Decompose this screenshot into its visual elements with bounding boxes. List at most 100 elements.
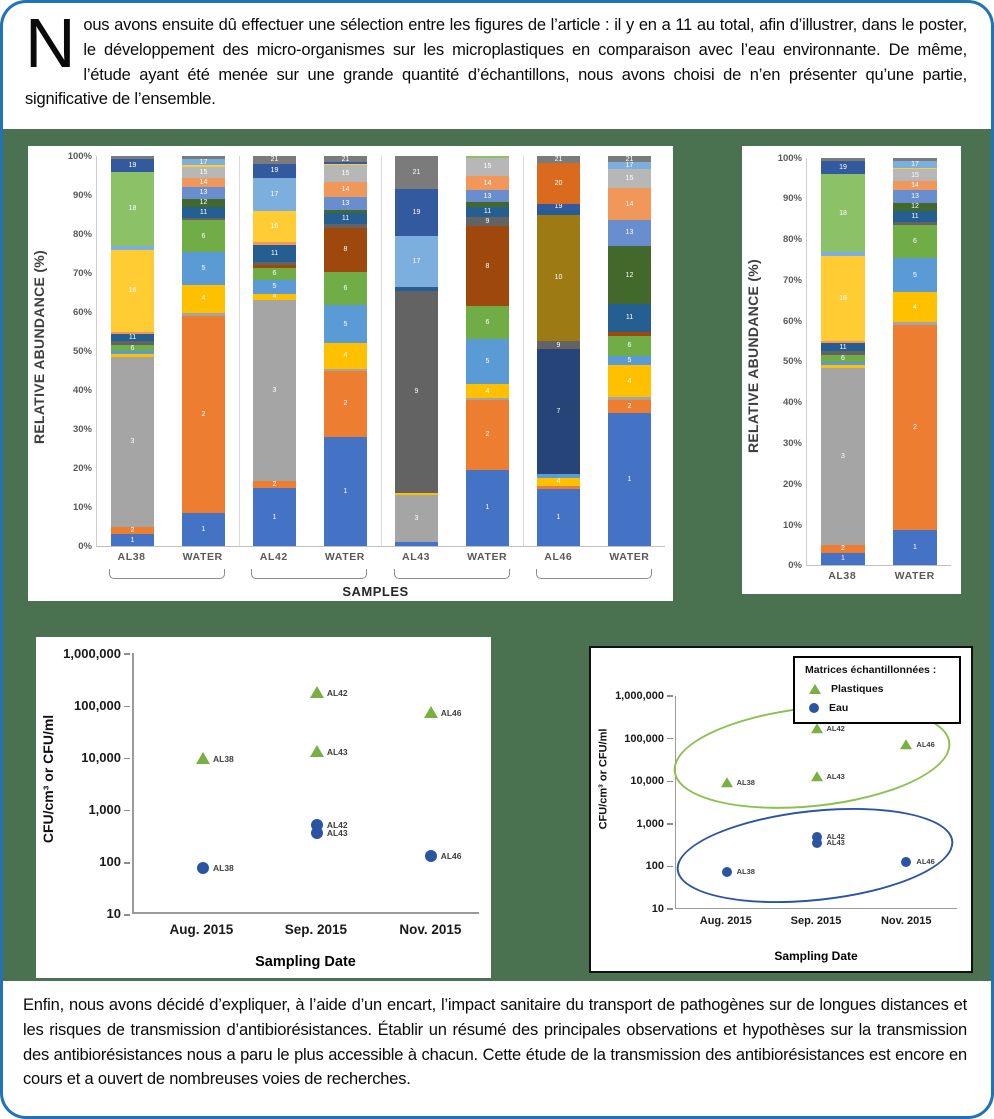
bar-segment-4 [395, 493, 438, 496]
bar-slot-water: 1 2 4 5 6 8 9 11 13 14 15 [452, 156, 523, 546]
segment-value-label: 19 [412, 209, 421, 217]
segment-value-label: 6 [841, 355, 845, 362]
segment-value-label: 2 [627, 403, 632, 411]
stacked-bar-al38: 1 2 3 6 11 16 18 19 [821, 158, 865, 565]
bar-segment-12: 12 [893, 202, 937, 211]
y-axis: 1,000,000 100,000 10,000 1,000 100 10 [609, 690, 673, 915]
bar-segment-11: 11 [253, 244, 296, 262]
bar-segment-6: 6 [821, 355, 865, 362]
triangle-marker [900, 739, 913, 750]
segment-value-label: 1 [913, 544, 917, 552]
bar-segment-4: 4 [537, 477, 580, 486]
point-label: AL43 [826, 771, 845, 781]
bar-segment-19: 19 [253, 163, 296, 178]
segment-value-label: 15 [199, 168, 208, 176]
segment-value-label: 5 [913, 271, 917, 279]
segment-value-label: 3 [130, 438, 135, 446]
bar-slot-al46: 1 4 7 9 10 19 20 21 [523, 156, 594, 546]
segment-value-label: 16 [128, 287, 137, 295]
intro-text: ous avons ensuite dû effectuer une sélec… [25, 16, 967, 109]
bar-segment-5: 5 [466, 339, 509, 385]
bar-segment-17: 17 [395, 236, 438, 287]
bar-segment-9: 9 [537, 341, 580, 350]
scatter-plot-area: AL38 AL42 AL43 AL46 AL38 AL42 AL43 AL46 [132, 653, 479, 914]
bar-segment-9 [182, 217, 225, 221]
bar-segment-11 [537, 209, 580, 215]
bar-segment-3 [893, 322, 937, 325]
segment-value-label: 11 [270, 249, 279, 257]
segment-value-label: 18 [128, 205, 137, 213]
bar-segment-16 [324, 163, 367, 166]
point-label: AL42 [826, 832, 845, 842]
point-label: AL38 [213, 863, 234, 874]
point-label: AL42 [826, 723, 845, 733]
bar-segment-11: 11 [324, 213, 367, 224]
bar-segment-3: 3 [111, 356, 154, 527]
bar-segment-9 [893, 222, 937, 226]
bar-slot-al38: 1 2 3 6 11 16 18 19 [807, 158, 879, 565]
stacked-bar-plot-area: 1 2 3 6 11 16 18 19 1 2 4 5 6 11 12 13 14 15 17 1 2 3 4 5 6 11 16 1… [96, 156, 665, 547]
x-category-label: AL46 [544, 551, 573, 563]
segment-value-label: 3 [841, 452, 845, 460]
outro-text-band: Enfin, nous avons décidé d’expliquer, à … [3, 981, 991, 1116]
bar-segment-1: 1 [893, 530, 937, 565]
segment-value-label: 21 [341, 156, 350, 162]
stacked-bar-water: 1 2 4 5 6 11 12 13 14 15 17 21 [608, 156, 651, 546]
bar-segment-19 [324, 161, 367, 164]
point-label: AL46 [916, 857, 935, 867]
segment-value-label: 1 [272, 513, 277, 521]
bar-segment-5 [111, 351, 154, 355]
bar-slot-water: 1 2 4 5 6 11 12 13 14 15 17 [168, 156, 239, 546]
bar-segment-11: 11 [608, 304, 651, 332]
segment-value-label: 6 [913, 237, 917, 245]
bar-segment-14: 14 [466, 175, 509, 191]
bar-segment-3 [466, 397, 509, 400]
plastiques-triangle-icon [809, 684, 821, 694]
segment-value-label: 10 [554, 274, 563, 282]
bar-slot-water: 1 2 4 5 6 11 12 13 14 15 17 [879, 158, 951, 565]
bar-slot-water: 1 2 4 5 6 8 11 13 14 15 21 [310, 156, 381, 546]
bar-segment-21: 21 [253, 156, 296, 164]
bar-segment-11: 11 [893, 210, 937, 223]
bar-slot-water: 1 2 4 5 6 11 12 13 14 15 17 21 [594, 156, 665, 546]
bar-segment-15: 15 [608, 168, 651, 189]
x-tick-labels: Aug. 2015 Sep. 2015 Nov. 2015 [132, 922, 479, 940]
segment-value-label: 8 [343, 246, 348, 254]
bar-segment-2: 2 [466, 399, 509, 470]
segment-value-label: 11 [911, 213, 919, 221]
bar-segment-4 [111, 354, 154, 357]
x-category-label: WATER [182, 551, 223, 563]
bar-segment-5: 5 [324, 305, 367, 344]
bar-segment-3 [324, 368, 367, 371]
segment-value-label: 11 [341, 215, 350, 223]
segment-value-label: 14 [199, 178, 208, 186]
x-tick-label: Nov. 2015 [399, 922, 462, 937]
bar-segment-17 [111, 245, 154, 250]
y-axis-title: RELATIVE ABUNDANCE (%) [31, 249, 48, 444]
bar-segment-5 [537, 473, 580, 478]
segment-value-label: 13 [625, 229, 634, 237]
segment-value-label: 4 [343, 352, 348, 360]
bar-segment-17: 17 [893, 161, 937, 168]
bar-segment-19: 19 [537, 204, 580, 210]
bar-segment-8: 8 [466, 226, 509, 307]
bar-segment-14 [821, 341, 865, 344]
bar-segment-21: 21 [395, 156, 438, 190]
segment-value-label: 11 [625, 314, 634, 322]
segment-value-label: 2 [913, 424, 917, 432]
bar-segment-14: 14 [182, 177, 225, 187]
legend-box: Matrices échantillonnées : Plastiques Ea… [793, 656, 961, 724]
bar-slot-al38: 1 2 3 6 11 16 18 19 [97, 156, 168, 546]
bar-segment-10: 10 [537, 214, 580, 342]
pair-bracket [523, 569, 665, 580]
segment-value-label: 9 [414, 388, 419, 396]
bar-segment-5: 5 [253, 279, 296, 294]
x-category-label: WATER [467, 551, 508, 563]
bar-segment-16: 16 [821, 255, 865, 342]
x-category-label: AL38 [117, 551, 146, 563]
segment-value-label: 5 [343, 320, 348, 328]
bar-segment-12: 12 [182, 198, 225, 207]
bar-segment-6: 6 [893, 225, 937, 258]
segment-value-label: 20 [554, 180, 563, 188]
